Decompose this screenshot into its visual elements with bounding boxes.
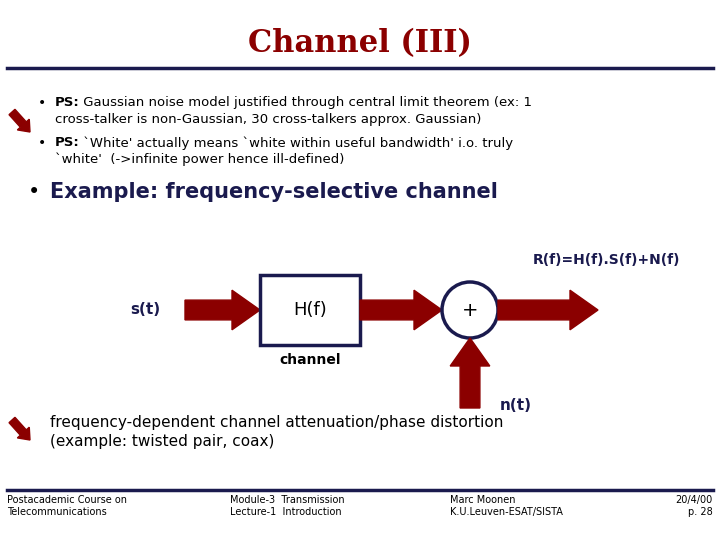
Polygon shape bbox=[360, 290, 442, 330]
FancyArrow shape bbox=[9, 109, 30, 132]
Text: +: + bbox=[462, 300, 478, 320]
Text: `white'  (->infinite power hence ill-defined): `white' (->infinite power hence ill-defi… bbox=[55, 153, 344, 166]
Text: cross-talker is non-Gaussian, 30 cross-talkers approx. Gaussian): cross-talker is non-Gaussian, 30 cross-t… bbox=[55, 113, 482, 126]
Text: R(f)=H(f).S(f)+N(f): R(f)=H(f).S(f)+N(f) bbox=[533, 253, 680, 267]
Text: H(f): H(f) bbox=[293, 301, 327, 319]
Text: Channel (III): Channel (III) bbox=[248, 28, 472, 59]
FancyArrow shape bbox=[9, 417, 30, 440]
Text: `White' actually means `white within useful bandwidth' i.o. truly: `White' actually means `white within use… bbox=[79, 136, 513, 150]
Text: n(t): n(t) bbox=[500, 398, 532, 413]
Text: Gaussian noise model justified through central limit theorem (ex: 1: Gaussian noise model justified through c… bbox=[79, 96, 532, 109]
FancyBboxPatch shape bbox=[260, 275, 360, 345]
Text: Module-3  Transmission
Lecture-1  Introduction: Module-3 Transmission Lecture-1 Introduc… bbox=[230, 495, 345, 517]
Text: channel: channel bbox=[279, 353, 341, 367]
Text: Postacademic Course on
Telecommunications: Postacademic Course on Telecommunication… bbox=[7, 495, 127, 517]
Text: s(t): s(t) bbox=[130, 302, 160, 318]
Polygon shape bbox=[185, 290, 260, 330]
Text: PS:: PS: bbox=[55, 96, 80, 109]
Polygon shape bbox=[498, 290, 598, 330]
Text: Marc Moonen
K.U.Leuven-ESAT/SISTA: Marc Moonen K.U.Leuven-ESAT/SISTA bbox=[450, 495, 563, 517]
Polygon shape bbox=[450, 338, 490, 408]
Text: (example: twisted pair, coax): (example: twisted pair, coax) bbox=[50, 434, 274, 449]
Text: •: • bbox=[38, 136, 46, 150]
Text: •: • bbox=[28, 182, 40, 202]
Text: frequency-dependent channel attenuation/phase distortion: frequency-dependent channel attenuation/… bbox=[50, 415, 503, 430]
Circle shape bbox=[442, 282, 498, 338]
Text: PS:: PS: bbox=[55, 136, 80, 149]
Text: Example: frequency-selective channel: Example: frequency-selective channel bbox=[50, 182, 498, 202]
Text: 20/4/00
p. 28: 20/4/00 p. 28 bbox=[676, 495, 713, 517]
Text: •: • bbox=[38, 96, 46, 110]
